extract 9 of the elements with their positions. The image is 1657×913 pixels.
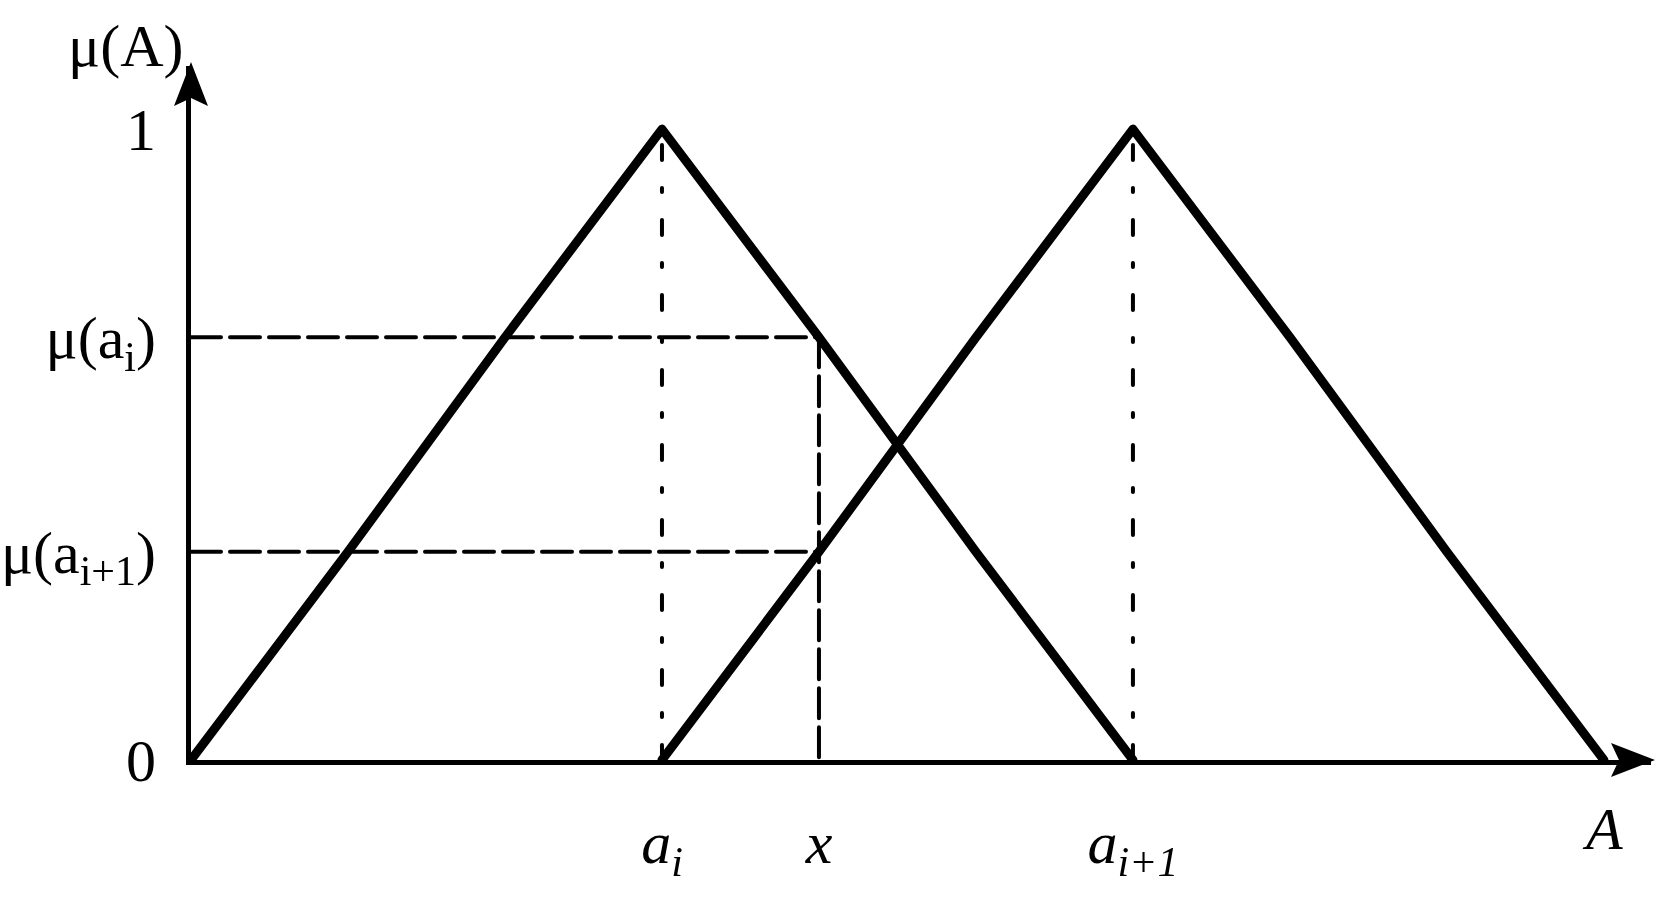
y-tick-label: μ(a$_{i}$): [45, 305, 156, 380]
y-tick-label: 1: [126, 97, 156, 164]
x-tick-label: a$_{i}$: [641, 810, 683, 885]
x-axis-title: A: [1582, 796, 1623, 862]
y-tick-label: μ(a$_{i+1}$): [0, 519, 156, 595]
x-tick-label: x: [804, 810, 833, 876]
y-tick-label: 0: [126, 728, 156, 794]
y-axis-title: μ(A): [68, 13, 184, 79]
x-tick-label: a$_{i+1}$: [1087, 810, 1179, 885]
